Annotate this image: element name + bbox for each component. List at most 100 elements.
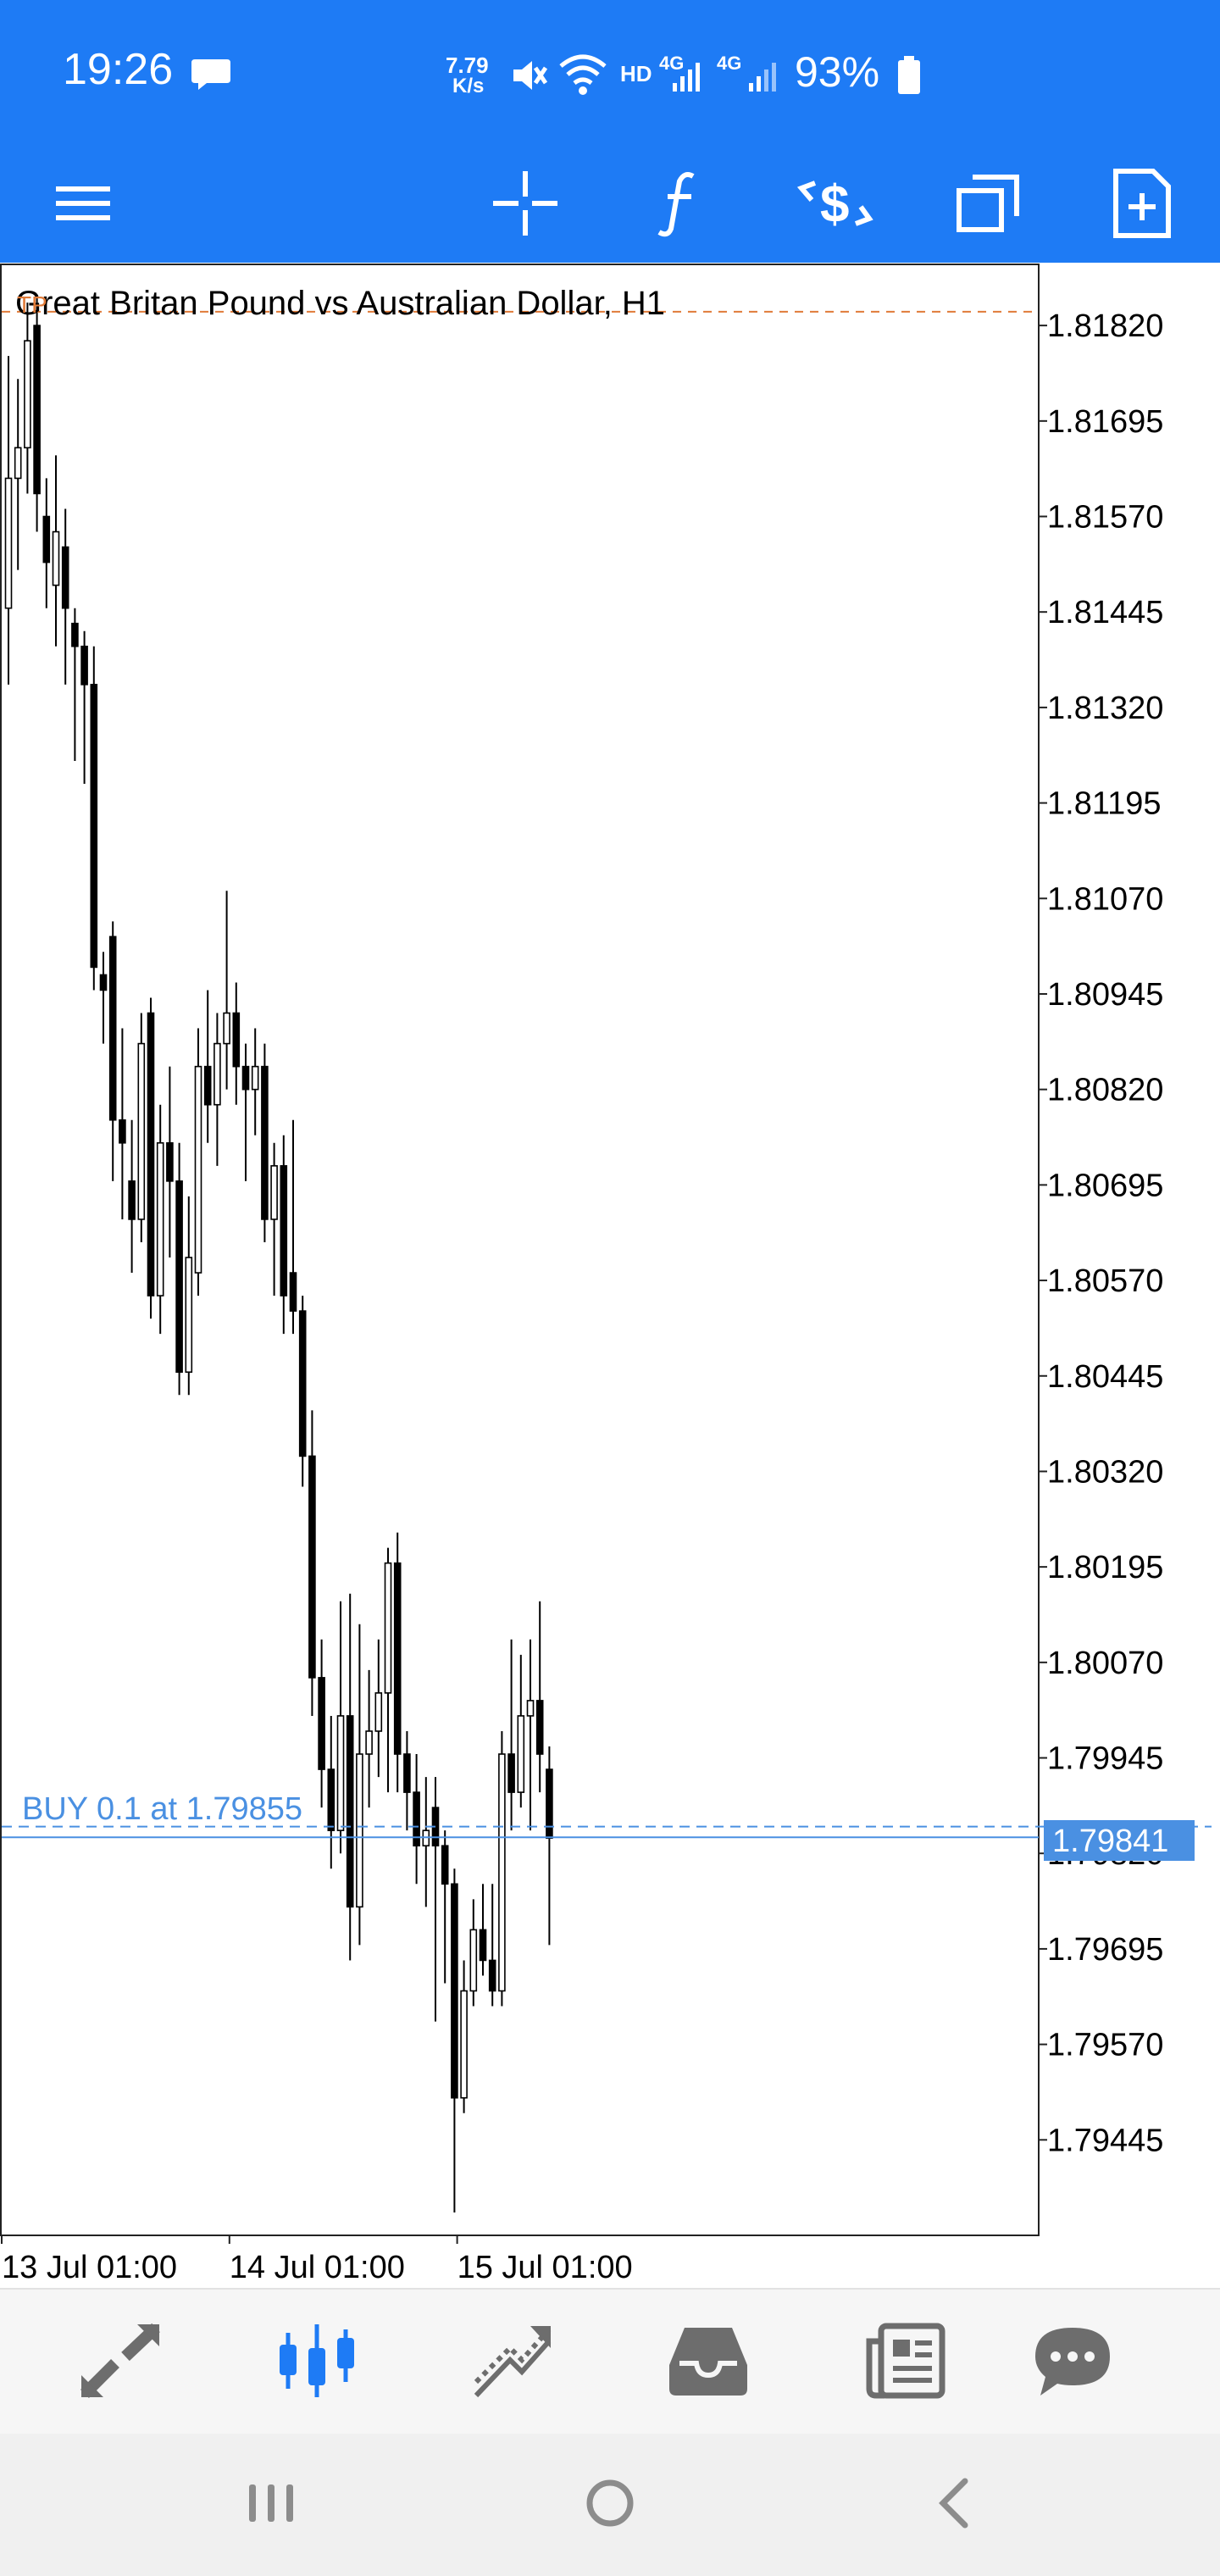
candle xyxy=(14,379,22,570)
price-tick-label: 1.80320 xyxy=(1047,1454,1163,1490)
candle xyxy=(422,1777,430,1907)
add-object-icon xyxy=(1112,168,1172,243)
price-axis: 1.81820 1.81695 1.81570 1.81445 1.81320 1.811… xyxy=(1039,308,1163,2158)
status-time: 19:26 xyxy=(63,45,174,94)
crosshair-button[interactable] xyxy=(474,147,576,263)
candle xyxy=(61,508,69,685)
candle xyxy=(535,1601,544,1793)
menu-button[interactable] xyxy=(32,147,134,263)
candle xyxy=(137,1013,146,1242)
candle-body xyxy=(460,1990,468,2099)
signal-icon xyxy=(669,59,703,96)
price-tick-label: 1.81445 xyxy=(1047,595,1163,630)
chat-icon xyxy=(1032,2323,1113,2403)
candle xyxy=(24,303,31,494)
candle-body xyxy=(90,684,98,969)
price-tick-label: 1.80070 xyxy=(1047,1646,1163,1681)
price-tick-label: 1.80820 xyxy=(1047,1073,1163,1108)
price-levels xyxy=(2,310,1212,1839)
candle xyxy=(80,630,88,785)
candle-body xyxy=(251,1065,259,1091)
candle xyxy=(71,608,79,762)
candle-body xyxy=(517,1715,525,1793)
candle xyxy=(441,1830,449,1984)
candle xyxy=(223,891,230,1090)
indicators-button[interactable] xyxy=(629,147,730,263)
menu-icon xyxy=(56,183,110,228)
candle-body xyxy=(308,1455,316,1679)
candle-body xyxy=(108,935,117,1121)
candle-body xyxy=(289,1272,297,1312)
candle-body xyxy=(365,1730,373,1755)
candle xyxy=(526,1639,535,1831)
candle xyxy=(298,1296,307,1487)
candle xyxy=(175,1142,183,1396)
recents-button[interactable] xyxy=(203,2434,339,2576)
home-icon xyxy=(583,2476,637,2534)
candle-body xyxy=(194,1065,202,1274)
candle xyxy=(431,1777,440,2022)
candle xyxy=(261,1043,269,1242)
signal-icon xyxy=(746,59,779,96)
candle xyxy=(128,1119,136,1274)
order-label[interactable]: BUY 0.1 at 1.79855 xyxy=(22,1791,302,1827)
candle-body xyxy=(507,1753,515,1793)
price-tick-label: 1.81195 xyxy=(1047,786,1162,822)
candle xyxy=(156,1104,164,1335)
candle xyxy=(4,356,13,685)
history-tab[interactable] xyxy=(640,2290,776,2435)
candle-body xyxy=(33,325,41,495)
battery-percent: 93% xyxy=(795,48,880,96)
mute-icon xyxy=(507,54,549,101)
net-speed-unit: K/s xyxy=(452,75,485,97)
back-button[interactable] xyxy=(886,2434,1022,2576)
news-tab[interactable] xyxy=(837,2290,973,2435)
hd-label: HD xyxy=(620,61,652,86)
candle xyxy=(517,1654,525,1808)
price-chart[interactable]: 1.81820 1.81695 1.81570 1.81445 1.81320 1.811… xyxy=(0,263,1220,2288)
candle xyxy=(546,1746,553,1946)
candle xyxy=(318,1639,325,1808)
candle-body xyxy=(185,1257,193,1374)
trade-trend-icon xyxy=(473,2323,554,2403)
chart-title: Great Britan Pound vs Australian Dollar,… xyxy=(15,285,666,322)
candle xyxy=(33,295,41,532)
candle-body xyxy=(336,1715,345,1831)
chart-plot-frame xyxy=(0,264,1040,2236)
trade-tab[interactable] xyxy=(446,2290,581,2435)
quotes-tab[interactable] xyxy=(53,2290,188,2435)
time-tick-label: 13 Jul 01:00 xyxy=(2,2250,177,2285)
candle xyxy=(251,1028,259,1135)
candle xyxy=(374,1639,383,1778)
candle-body xyxy=(535,1700,544,1755)
candle-body xyxy=(413,1791,420,1847)
chart-tab[interactable] xyxy=(249,2290,385,2435)
candle xyxy=(308,1410,316,1716)
candle-body xyxy=(175,1180,183,1374)
candle-body xyxy=(469,1929,478,1992)
home-button[interactable] xyxy=(542,2434,678,2576)
toolbar: $ xyxy=(0,147,1220,263)
candle-body xyxy=(128,1180,136,1220)
candle xyxy=(327,1715,336,1869)
candlestick-chart-icon xyxy=(276,2323,358,2403)
candle xyxy=(108,921,117,1181)
candle-body xyxy=(214,1042,221,1106)
candle-body xyxy=(261,1065,269,1220)
candle xyxy=(384,1547,392,1793)
bottom-navigation xyxy=(0,2288,1220,2435)
candle xyxy=(488,1884,496,2007)
candle-body xyxy=(346,1715,354,1908)
window-button[interactable] xyxy=(937,147,1039,263)
candle-body xyxy=(526,1700,535,1717)
current-price-label: 1.79841 xyxy=(1052,1824,1169,1859)
indicator-function-icon xyxy=(654,169,705,242)
trade-button[interactable]: $ xyxy=(785,147,886,263)
price-tick-label: 1.79695 xyxy=(1047,1932,1163,1968)
add-object-button[interactable] xyxy=(1091,147,1193,263)
candle xyxy=(289,1119,297,1335)
candle xyxy=(507,1639,515,1831)
chart-canvas[interactable]: 1.81820 1.81695 1.81570 1.81445 1.81320 1.811… xyxy=(0,263,1220,2288)
candle-body xyxy=(318,1677,325,1770)
chat-tab[interactable] xyxy=(1005,2290,1140,2435)
